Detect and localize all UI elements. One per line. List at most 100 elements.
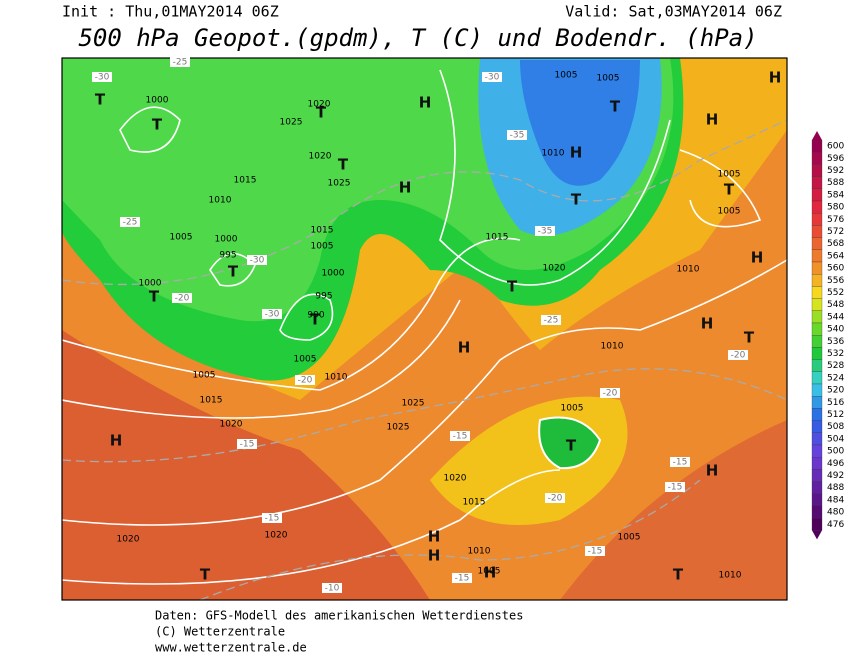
isobar-label: 1000 [322, 269, 345, 279]
pressure-center: T [149, 288, 160, 306]
pressure-center: H [458, 339, 471, 357]
pressure-center: H [769, 69, 782, 87]
colorbar-cell [811, 213, 823, 226]
colorbar-label: 520 [827, 386, 844, 396]
pressure-center: T [316, 104, 327, 122]
pressure-center: T [724, 181, 735, 199]
colorbar-cell [811, 261, 823, 275]
temperature-label-box [600, 388, 620, 398]
isobar-label: 1020 [444, 474, 467, 484]
isobar-label: 1005 [193, 371, 216, 381]
isobar-label: 995 [219, 251, 236, 261]
colorbar-label: 600 [827, 142, 844, 152]
temperature-label-box [585, 546, 605, 556]
temperature-label-box [535, 226, 555, 236]
isobar-label: 1010 [325, 373, 348, 383]
temperature-label-box [237, 439, 257, 449]
valid-time: Valid: Sat,03MAY2014 06Z [565, 3, 782, 21]
isobar-label: 1005 [294, 355, 317, 365]
colorbar-bottom-tip [812, 530, 822, 540]
temperature-label-box [665, 482, 685, 492]
colorbar-label: 556 [827, 276, 844, 286]
colorbar-label: 536 [827, 337, 844, 347]
pressure-center: T [95, 91, 106, 109]
temperature-label: -15 [588, 547, 603, 557]
temperature-label-box [728, 350, 748, 360]
colorbar-cell [811, 505, 823, 519]
pressure-center: H [701, 315, 714, 333]
colorbar-label: 512 [827, 410, 844, 420]
colorbar-label: 508 [827, 422, 844, 432]
colorbar-label: 524 [827, 373, 844, 383]
temperature-label-box [170, 57, 190, 67]
temperature-label-box [545, 493, 565, 503]
isobar-label: 1015 [311, 226, 334, 236]
colorbar-cell [811, 188, 823, 202]
footer-copyright: (C) Wetterzentrale [155, 625, 285, 639]
colorbar-label: 476 [827, 520, 844, 530]
colorbar-label: 548 [827, 300, 844, 310]
colorbar-cell [811, 310, 823, 324]
isobar-label: 1015 [486, 233, 509, 243]
colorbar-label: 516 [827, 398, 844, 408]
colorbar-label: 572 [827, 227, 844, 237]
isobar-label: 1005 [618, 533, 641, 543]
colorbar-label: 568 [827, 239, 844, 249]
colorbar-cell [811, 347, 823, 360]
map-title: 500 hPa Geopot.(gpdm), T (C) und Bodendr… [78, 24, 757, 52]
colorbar-cell [811, 152, 823, 165]
colorbar-label: 564 [827, 251, 844, 261]
isobar-label: 1005 [561, 404, 584, 414]
isobar-label: 1010 [209, 196, 232, 206]
colorbar-label: 504 [827, 434, 844, 444]
temperature-label: -20 [731, 351, 746, 361]
temperature-label: -30 [265, 310, 280, 320]
map-frame [61, 57, 788, 601]
colorbar-cell [811, 469, 823, 482]
colorbar-label: 576 [827, 215, 844, 225]
init-time: Init : Thu,01MAY2014 06Z [62, 3, 279, 21]
colorbar-label: 528 [827, 361, 844, 371]
temperature-label-box [120, 217, 140, 227]
temperature-label-box [262, 309, 282, 319]
isobar-label: 990 [307, 311, 324, 321]
temperature-label-box [452, 573, 472, 583]
colorbar-label: 492 [827, 471, 844, 481]
isobar-label: 1005 [170, 233, 193, 243]
temperature-label: -25 [173, 58, 188, 68]
isobar-label: 1000 [139, 279, 162, 289]
pressure-center: T [152, 116, 163, 134]
temperature-label-box [450, 431, 470, 441]
colorbar-cell [811, 518, 823, 531]
isobar-label: 1025 [328, 179, 351, 189]
pressure-center: T [744, 329, 755, 347]
colorbar-cell [811, 322, 823, 336]
pressure-center: H [706, 111, 719, 129]
temperature-label: -15 [673, 458, 688, 468]
pressure-center: T [610, 98, 621, 116]
isobar-label: 1020 [308, 100, 331, 110]
colorbar-cell [811, 335, 823, 348]
isobar-label: 1015 [234, 176, 257, 186]
colorbar-label: 552 [827, 288, 844, 298]
colorbar-cell [811, 237, 823, 250]
pressure-center: H [751, 249, 764, 267]
colorbar-label: 592 [827, 166, 844, 176]
temperature-label: -25 [123, 218, 138, 228]
colorbar-cell [811, 359, 823, 372]
colorbar-label: 584 [827, 190, 844, 200]
temperature-label: -20 [548, 494, 563, 504]
temperature-label: -15 [240, 440, 255, 450]
isobar-label: 1010 [542, 149, 565, 159]
temperature-label: -35 [538, 227, 553, 237]
temperature-label: -15 [668, 483, 683, 493]
isobar-label: 1015 [200, 396, 223, 406]
pressure-center: H [399, 179, 412, 197]
temperature-label-box [670, 457, 690, 467]
pressure-center: H [428, 547, 441, 565]
footer-url: www.wetterzentrale.de [155, 641, 307, 655]
colorbar-label: 544 [827, 312, 844, 322]
isobar-label: 1000 [146, 96, 169, 106]
colorbar-label: 588 [827, 178, 844, 188]
isobar-label: 1020 [309, 152, 332, 162]
